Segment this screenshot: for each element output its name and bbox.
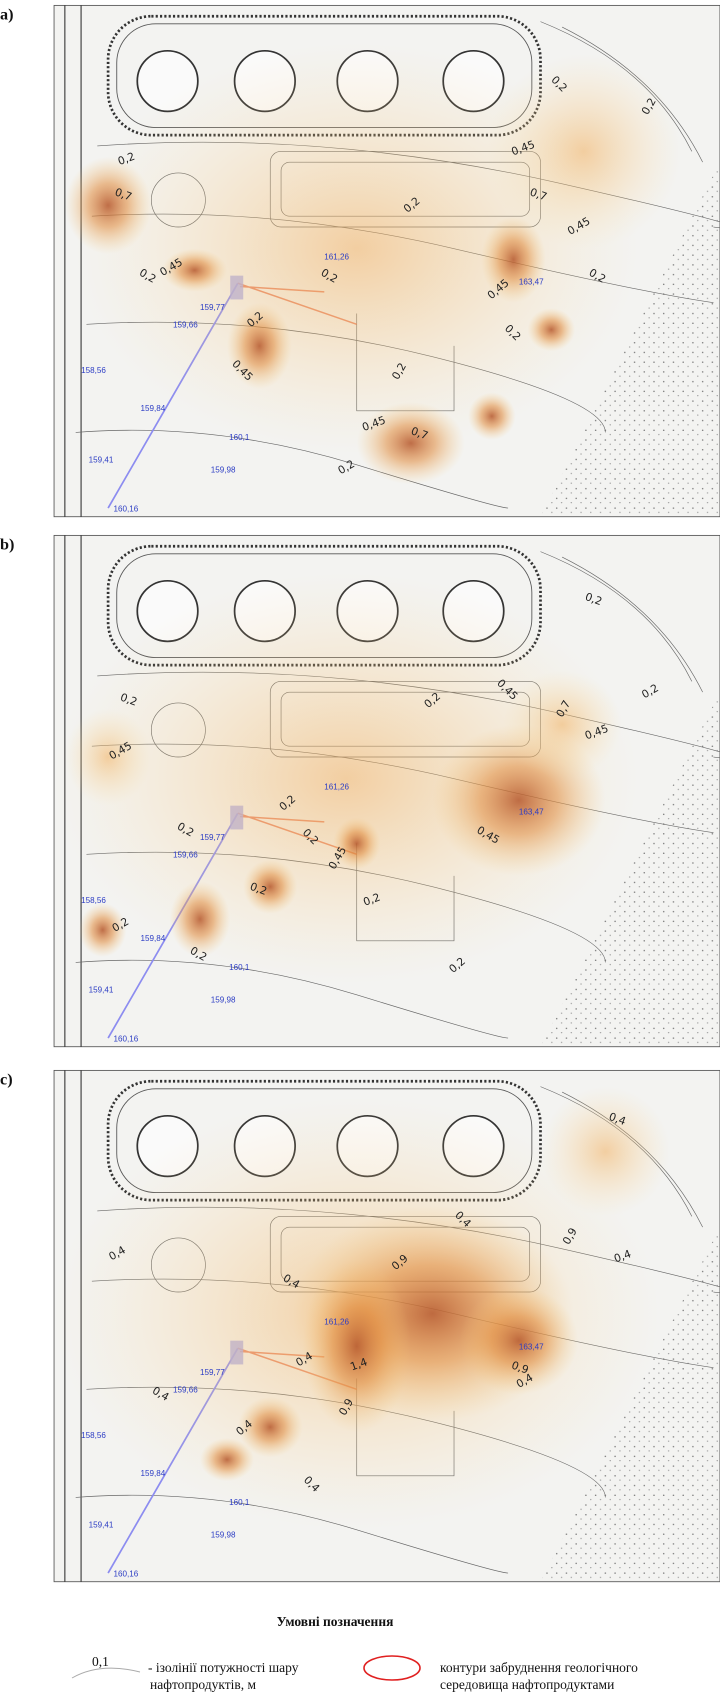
panel-label: c) [0, 1070, 13, 1088]
elevation-label: 159,84 [141, 934, 166, 943]
legend-title: Умовні позначення [277, 1614, 394, 1629]
elevation-label: 159,84 [141, 404, 166, 413]
elevation-label: 159,77 [200, 1368, 225, 1377]
elevation-label: 159,41 [89, 456, 114, 465]
elevation-label: 159,66 [173, 1386, 198, 1395]
elevation-label: 159,66 [173, 321, 198, 330]
legend-sample: 0,1 [92, 1654, 109, 1669]
elevation-label: 158,56 [81, 1431, 106, 1440]
legend-text: контури забруднення геологічного [440, 1660, 638, 1675]
map-panel: c) 160,16 159,41 158,56 159,84 160,1 159,98 159… [0, 1070, 720, 1581]
elevation-label: 159,77 [200, 833, 225, 842]
elevation-label: 161,26 [324, 252, 349, 261]
elevation-label: 159,98 [211, 1530, 236, 1539]
elevation-label: 163,47 [519, 1342, 544, 1351]
elevation-label: 159,66 [173, 851, 198, 860]
elevation-label: 160,16 [114, 1034, 139, 1043]
elevation-label: 160,16 [114, 504, 139, 513]
elevation-label: 160,1 [229, 1498, 250, 1507]
elevation-label: 160,1 [229, 963, 250, 972]
elevation-label: 163,47 [519, 807, 544, 816]
isoline-sample [72, 1668, 140, 1678]
elevation-label: 158,56 [81, 896, 106, 905]
elevation-label: 159,77 [200, 303, 225, 312]
elevation-label: 159,98 [211, 465, 236, 474]
elevation-label: 159,41 [89, 986, 114, 995]
elevation-label: 159,84 [141, 1469, 166, 1478]
map-panel: a) 160,16 159,41 158,56 159,84 160,1 159,98 159… [0, 5, 720, 516]
legend-text: середовища нафтопродуктами [440, 1677, 614, 1692]
elevation-label: 160,16 [114, 1569, 139, 1578]
map-panel: b) 160,16 159,41 158,56 159,84 160,1 159,98 159… [0, 535, 720, 1046]
elevation-label: 163,47 [519, 277, 544, 286]
elevation-label: 161,26 [324, 782, 349, 791]
elevation-label: 161,26 [324, 1317, 349, 1326]
elevation-label: 159,41 [89, 1521, 114, 1530]
elevation-label: 160,1 [229, 433, 250, 442]
elevation-label: 158,56 [81, 366, 106, 375]
elevation-label: 159,98 [211, 995, 236, 1004]
panel-label: b) [0, 535, 14, 553]
figure: a) 160,16 159,41 158,56 159,84 160,1 159,98 159… [0, 0, 720, 1695]
contamination-sample [364, 1656, 420, 1680]
legend-text: нафтопродуктів, м [150, 1677, 257, 1692]
panel-label: a) [0, 5, 14, 23]
legend: Умовні позначення 0,1 - ізолінії потужно… [72, 1614, 638, 1692]
legend-text: - ізолінії потужності шару [148, 1660, 299, 1675]
